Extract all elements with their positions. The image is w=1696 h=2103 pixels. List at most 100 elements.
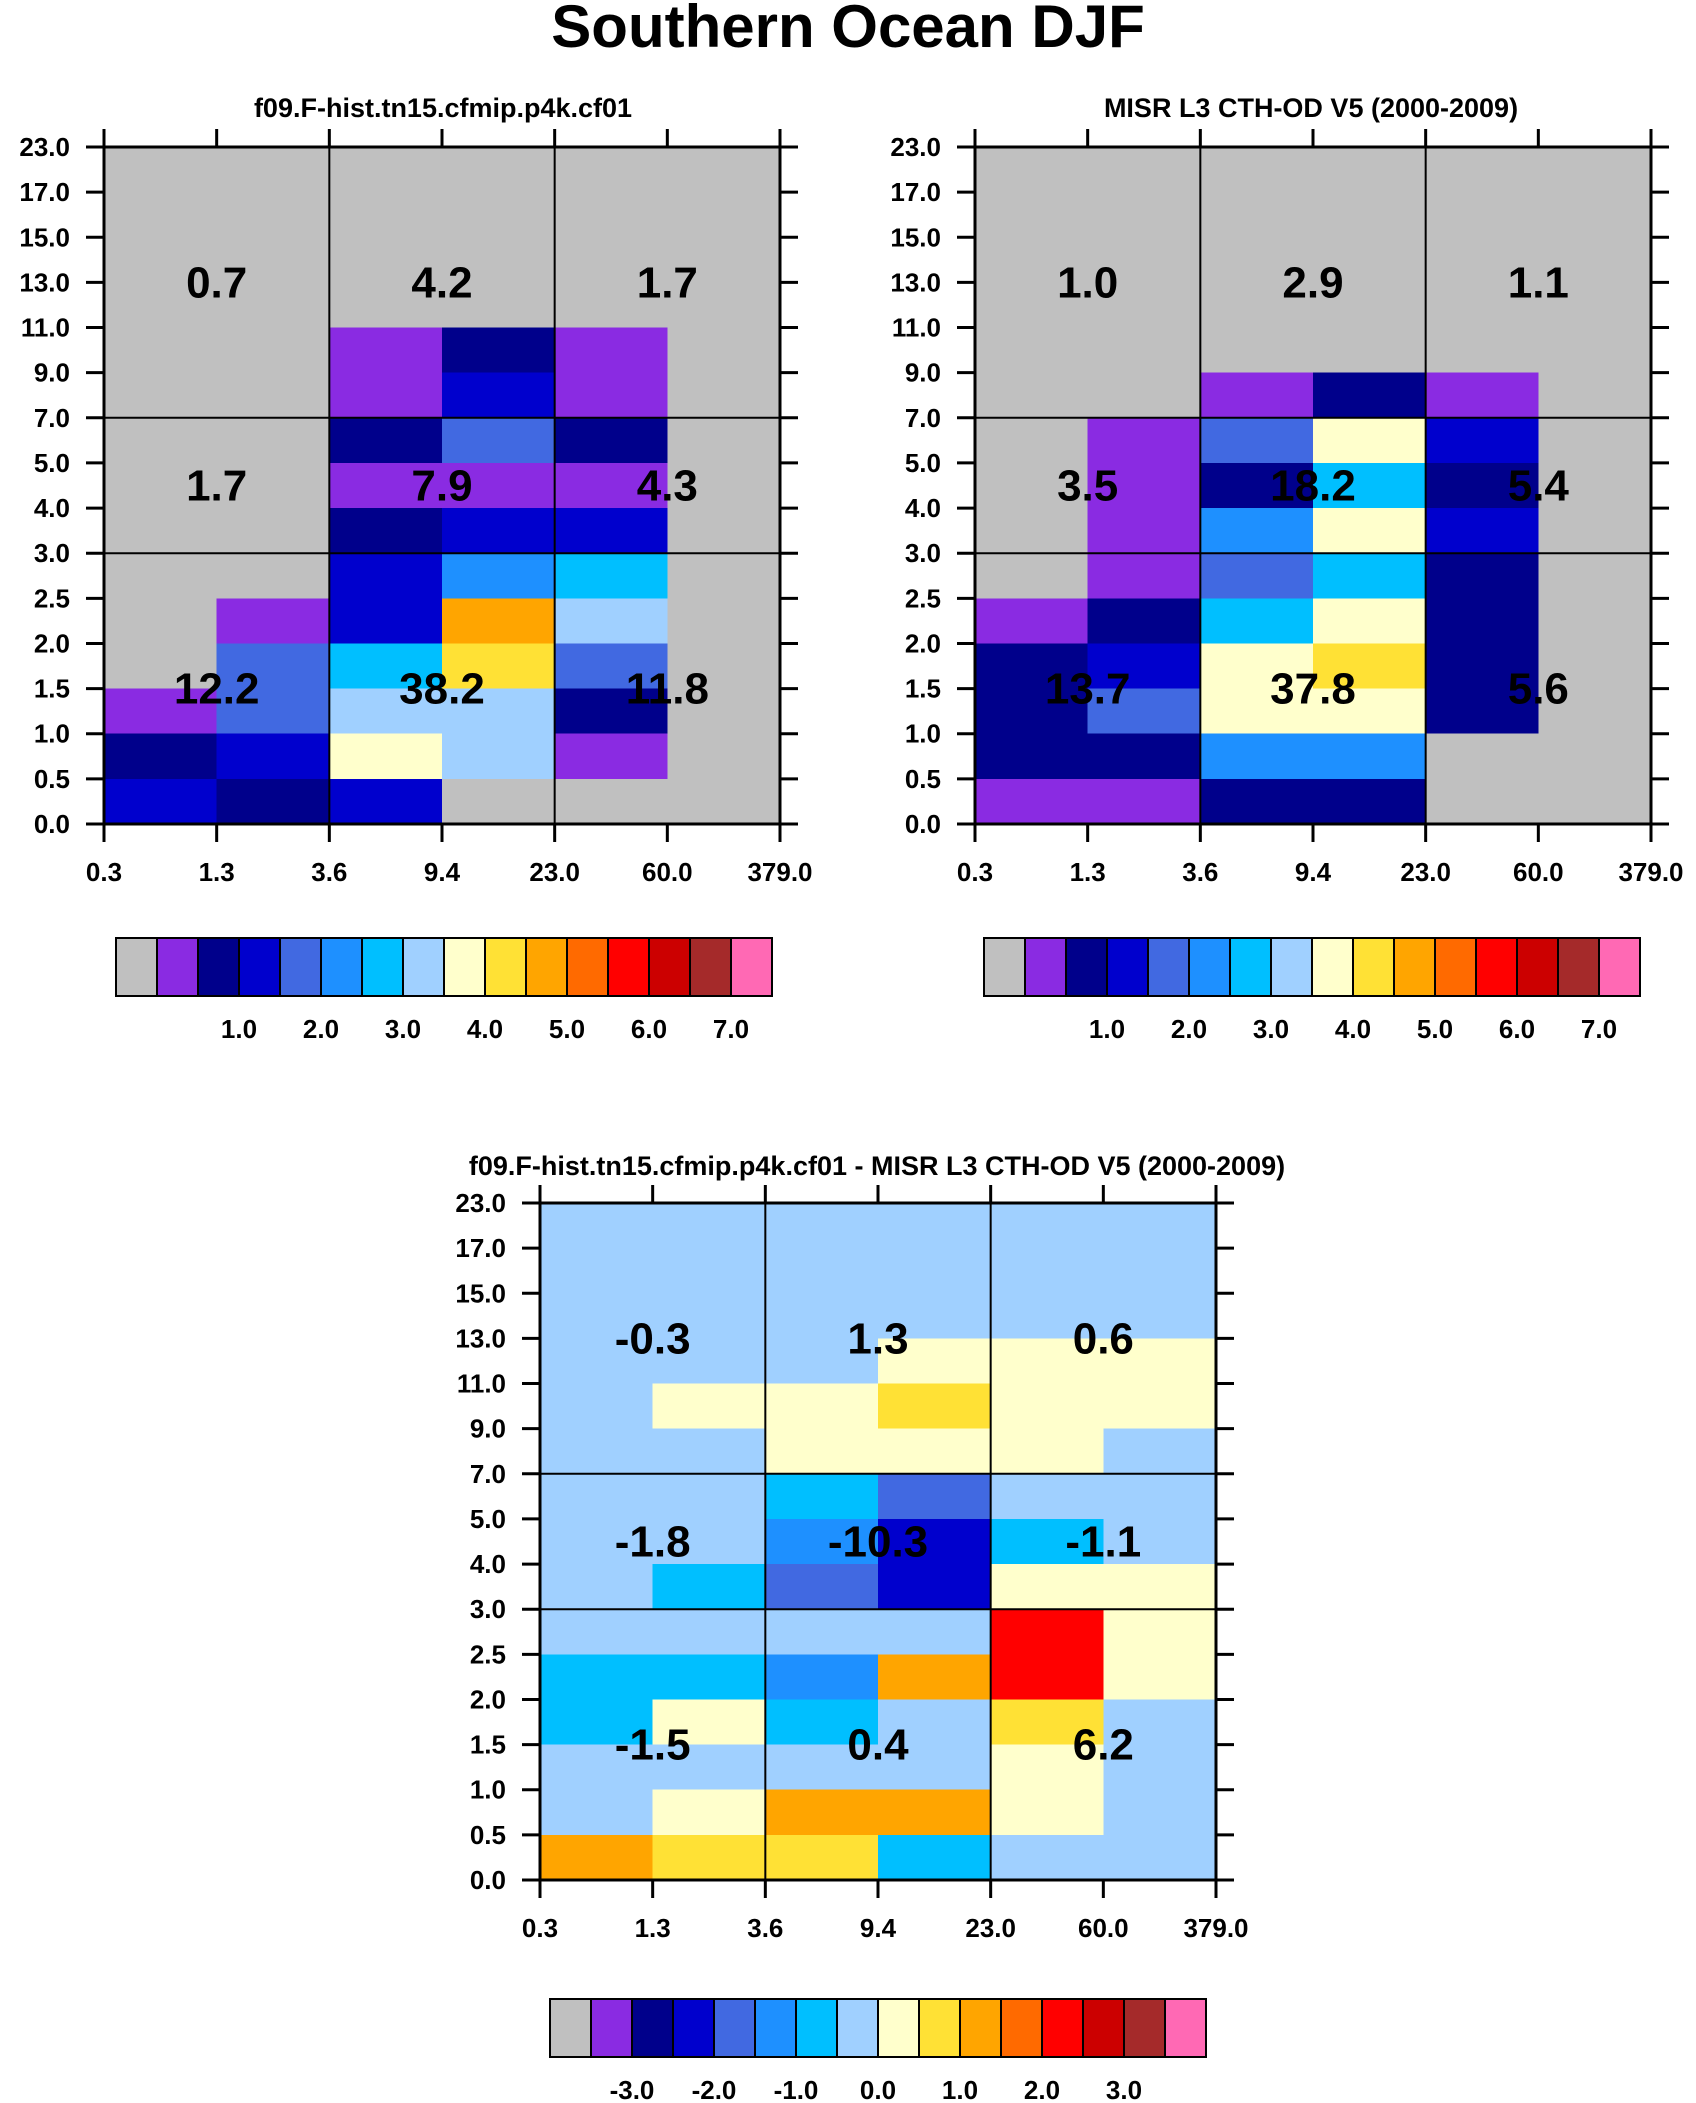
- colorbar-label: 0.0: [860, 2075, 896, 2103]
- heatmap-cell: [1087, 462, 1201, 509]
- heatmap-cell: [554, 282, 668, 329]
- heatmap-cell: [1103, 1518, 1217, 1565]
- heatmap-cell: [990, 1699, 1104, 1746]
- heatmap-cell: [990, 1473, 1104, 1520]
- colorbar-swatch: [607, 937, 650, 997]
- y-tick-label: 0.0: [34, 809, 70, 839]
- y-tick-label: 5.0: [470, 1504, 506, 1534]
- heatmap-cell: [442, 733, 556, 780]
- heatmap-cell: [667, 417, 781, 464]
- heatmap-cell: [216, 462, 330, 509]
- heatmap-cell: [975, 327, 1089, 374]
- y-tick-label: 4.0: [905, 493, 941, 523]
- colorbar-swatch: [631, 1998, 674, 2058]
- heatmap-cell: [1313, 327, 1427, 374]
- y-tick-label: 23.0: [455, 1188, 506, 1218]
- heatmap-cell: [1200, 643, 1314, 690]
- region-total-label: 7.9: [411, 462, 472, 511]
- heatmap-cell: [1313, 147, 1427, 193]
- x-tick-label: 3.6: [311, 857, 347, 887]
- heatmap-cell: [765, 1789, 879, 1836]
- y-tick-label: 5.0: [34, 448, 70, 478]
- colorbar-swatch: [1229, 937, 1272, 997]
- region-total-label: 1.7: [637, 258, 698, 307]
- panel-misr-plot: 0.0 0.5 1.0 1.5 2.0 2.5 3.0 4.0 5.0 7.0 9.0 11.0 13.…: [890, 129, 1684, 887]
- heatmap-cell: [667, 327, 781, 374]
- heatmap-cell: [765, 1203, 879, 1249]
- heatmap-cell: [329, 778, 443, 825]
- heatmap-cell: [1087, 553, 1201, 599]
- y-tick-label: 1.0: [470, 1775, 506, 1805]
- heatmap-cell: [975, 643, 1089, 690]
- heatmap-cell: [1313, 237, 1427, 283]
- heatmap-cell: [652, 1789, 766, 1836]
- heatmap-cell: [765, 1744, 879, 1791]
- colorbar-swatch: [754, 1998, 797, 2058]
- heatmap-cell: [1538, 147, 1652, 193]
- colorbar-label: 7.0: [1581, 1014, 1617, 1044]
- y-tick-label: 1.0: [34, 719, 70, 749]
- heatmap-cell: [1103, 1699, 1217, 1746]
- y-tick-label: 0.0: [905, 809, 941, 839]
- y-tick-label: 4.0: [34, 493, 70, 523]
- heatmap-cell: [878, 1248, 992, 1294]
- heatmap-cell: [652, 1383, 766, 1430]
- panel-difference-plot: 0.0 0.5 1.0 1.5 2.0 2.5 3.0 4.0 5.0 7.0 9.0 11.0 13.…: [455, 1185, 1249, 1943]
- heatmap-cell: [104, 553, 218, 599]
- x-tick-label: 0.3: [86, 857, 122, 887]
- y-tick-label: 2.5: [905, 583, 941, 613]
- y-tick-label: 5.0: [905, 448, 941, 478]
- colorbar-swatch: [115, 937, 158, 997]
- heatmap-cell: [990, 1744, 1104, 1791]
- region-total-label: -0.3: [615, 1314, 691, 1363]
- colorbar-swatch: [1188, 937, 1231, 997]
- heatmap-cell: [104, 508, 218, 554]
- x-tick-label: 3.6: [1182, 857, 1218, 887]
- heatmap-cell: [554, 643, 668, 690]
- y-tick-label: 13.0: [19, 267, 70, 297]
- heatmap-cell: [1200, 508, 1314, 554]
- heatmap-cell: [878, 1293, 992, 1339]
- region-total-label: 11.8: [626, 665, 709, 714]
- heatmap-cell: [554, 327, 668, 374]
- colorbar-swatch: [1557, 937, 1600, 997]
- heatmap-cell: [540, 1789, 654, 1836]
- heatmap-cell: [329, 688, 443, 735]
- heatmap-cell: [442, 778, 556, 825]
- y-tick-label: 1.5: [905, 674, 941, 704]
- heatmap-cell: [878, 1428, 992, 1475]
- heatmap-cell: [1538, 237, 1652, 283]
- heatmap-cell: [1087, 147, 1201, 193]
- heatmap-cell: [652, 1699, 766, 1746]
- colorbar-swatch: [590, 1998, 633, 2058]
- y-tick-label: 0.0: [470, 1865, 506, 1895]
- heatmap-cell: [554, 147, 668, 193]
- colorbar-swatch: [877, 1998, 920, 2058]
- heatmap-cell: [216, 733, 330, 780]
- colorbar-label: 5.0: [1417, 1014, 1453, 1044]
- heatmap-cell: [878, 1789, 992, 1836]
- heatmap-cell: [652, 1518, 766, 1565]
- heatmap-cell: [1425, 643, 1539, 690]
- heatmap-cell: [1103, 1203, 1217, 1249]
- heatmap-cell: [765, 1473, 879, 1520]
- heatmap-cell: [442, 417, 556, 464]
- heatmap-cell: [442, 147, 556, 193]
- colorbar-label: 3.0: [385, 1014, 421, 1044]
- heatmap-cell: [329, 372, 443, 419]
- heatmap-cell: [1103, 1654, 1217, 1701]
- x-tick-label: 60.0: [642, 857, 693, 887]
- heatmap-cell: [1087, 733, 1201, 780]
- x-tick-label: 379.0: [747, 857, 812, 887]
- heatmap-cell: [1200, 462, 1314, 509]
- heatmap-cell: [1200, 372, 1314, 419]
- heatmap-cell: [1538, 508, 1652, 554]
- x-tick-label: 3.6: [747, 1913, 783, 1943]
- heatmap-cell: [216, 327, 330, 374]
- heatmap-cell: [1313, 553, 1427, 599]
- x-tick-label: 9.4: [1295, 857, 1332, 887]
- panel-difference-colorbar: -3.0 -2.0 -1.0 0.0 1.0 2.0 3.0: [549, 1998, 1207, 2103]
- colorbar-swatch: [1393, 937, 1436, 997]
- heatmap-cell: [878, 1338, 992, 1385]
- heatmap-cell: [104, 192, 218, 238]
